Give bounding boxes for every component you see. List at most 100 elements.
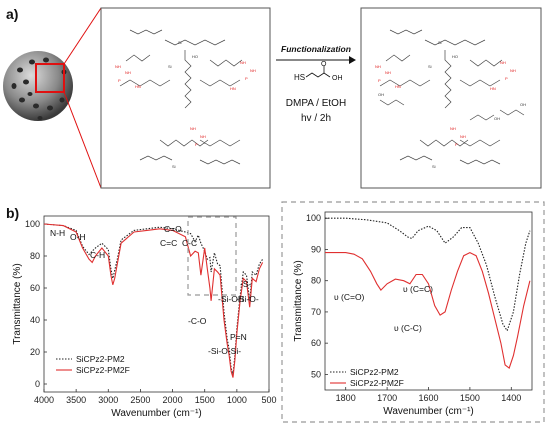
legend-entry: SiCPz2-PM2F [76, 365, 130, 375]
svg-text:Si: Si [172, 164, 176, 169]
conditions-line-1: DMPA / EtOH [286, 98, 346, 109]
x-tick-label: 1500 [460, 393, 480, 403]
svg-text:OH: OH [494, 116, 500, 121]
svg-text:NH: NH [250, 68, 256, 73]
x-tick-label: 3500 [66, 395, 86, 405]
x-tick-label: 1000 [227, 395, 247, 405]
peak-annotation: -Si-O-Si- [208, 346, 241, 356]
svg-text:NH: NH [385, 70, 391, 75]
y-tick-label: 100 [306, 213, 321, 223]
plot-frame [43, 215, 270, 393]
x-tick-label: 2500 [130, 395, 150, 405]
svg-text:NH: NH [510, 68, 516, 73]
svg-text:HN: HN [490, 86, 496, 91]
y-axis-label: Transmittance (%) [12, 263, 23, 344]
svg-text:NH: NH [500, 60, 506, 65]
svg-text:P: P [378, 78, 381, 83]
pristine-structure-box [100, 7, 271, 189]
svg-text:Si: Si [428, 64, 432, 69]
zoom-panel-frame [281, 201, 545, 423]
svg-text:NH: NH [450, 126, 456, 131]
svg-text:Si: Si [432, 164, 436, 169]
zoom-region-box [187, 216, 237, 296]
peak-annotation: -Si-O- [236, 294, 259, 304]
x-tick-label: 1700 [377, 393, 397, 403]
y-tick-label: 90 [311, 244, 321, 254]
ftir-zoom-chart: 1800 1700 1600 1500 1400 50 60 70 80 90 100 Wavenum… [293, 211, 533, 417]
svg-text:Si: Si [168, 64, 172, 69]
nanoparticle-sphere [3, 7, 102, 189]
x-tick-label: 1600 [418, 393, 438, 403]
ftir-full-chart: 4000 3500 3000 2500 2000 1500 1000 500 0 20 40 60 80… [12, 215, 277, 419]
svg-text:HO: HO [452, 54, 458, 59]
peak-annotation: C=C [160, 238, 177, 248]
peak-annotation: P=N [230, 332, 247, 342]
svg-text:P: P [505, 76, 508, 81]
reaction-arrow-group: Functionalization HS O OH DMPA / EtOH hv… [276, 44, 356, 124]
y-tick-label: 70 [311, 307, 321, 317]
peak-annotation: O-H [70, 232, 86, 242]
reagent-oh: OH [332, 75, 343, 82]
x-tick-label: 1500 [195, 395, 215, 405]
panel-a-label: a) [6, 6, 19, 22]
x-tick-label: 1800 [336, 393, 356, 403]
svg-text:NH: NH [375, 64, 381, 69]
x-tick-label: 1400 [501, 393, 521, 403]
y-tick-label: 60 [311, 338, 321, 348]
peak-annotation: -Si-OH [218, 294, 244, 304]
svg-text:NH: NH [190, 126, 196, 131]
legend-entry: SiCPz2-PM2 [350, 367, 399, 377]
conditions-line-2: hv / 2h [301, 113, 331, 124]
peak-annotation: υ (C-C) [394, 323, 422, 333]
y-tick-label: 60 [30, 283, 40, 293]
svg-text:HN: HN [395, 84, 401, 89]
svg-text:Si: Si [178, 40, 182, 45]
peak-annotation: υ (C=O) [334, 292, 365, 302]
legend-entry: SiCPz2-PM2 [76, 354, 125, 364]
panel-b-label: b) [6, 205, 20, 221]
svg-text:OH: OH [378, 92, 384, 97]
series-line [43, 223, 264, 378]
functionalized-structure-box [360, 7, 542, 189]
svg-text:NH: NH [200, 134, 206, 139]
series-line [325, 251, 531, 369]
reagent-carbonyl: O [321, 61, 327, 68]
svg-text:OH: OH [520, 102, 526, 107]
x-axis-label: Wavenumber (cm⁻¹) [383, 406, 473, 417]
x-tick-label: 2000 [163, 395, 183, 405]
reagent-hs: HS [294, 73, 305, 82]
x-tick-label: 3000 [98, 395, 118, 405]
x-tick-label: 500 [261, 395, 276, 405]
y-tick-label: 0 [35, 379, 40, 389]
svg-text:HO: HO [192, 54, 198, 59]
peak-annotation: -C-O [188, 316, 207, 326]
peak-annotation: -S- [240, 279, 252, 289]
y-tick-label: 80 [30, 251, 40, 261]
svg-text:HN: HN [135, 84, 141, 89]
y-tick-label: 100 [25, 219, 40, 229]
svg-text:P: P [195, 142, 198, 147]
svg-text:P: P [455, 142, 458, 147]
arrow-title: Functionalization [281, 44, 351, 54]
legend-entry: SiCPz2-PM2F [350, 378, 404, 388]
y-axis-label: Transmittance (%) [293, 260, 304, 341]
series-line [325, 217, 531, 332]
peak-annotation: C-H [90, 250, 105, 260]
x-tick-label: 4000 [34, 395, 54, 405]
svg-text:NH: NH [460, 134, 466, 139]
svg-text:Si: Si [438, 40, 442, 45]
y-tick-label: 80 [311, 276, 321, 286]
svg-text:P: P [118, 78, 121, 83]
svg-text:P: P [245, 76, 248, 81]
svg-text:HN: HN [230, 86, 236, 91]
y-tick-label: 40 [30, 315, 40, 325]
peak-annotation: C=O [164, 224, 182, 234]
svg-text:NH: NH [115, 64, 121, 69]
peak-annotation: C-C [182, 238, 197, 248]
y-tick-label: 20 [30, 347, 40, 357]
peak-annotation: N-H [50, 228, 65, 238]
y-tick-label: 50 [311, 369, 321, 379]
